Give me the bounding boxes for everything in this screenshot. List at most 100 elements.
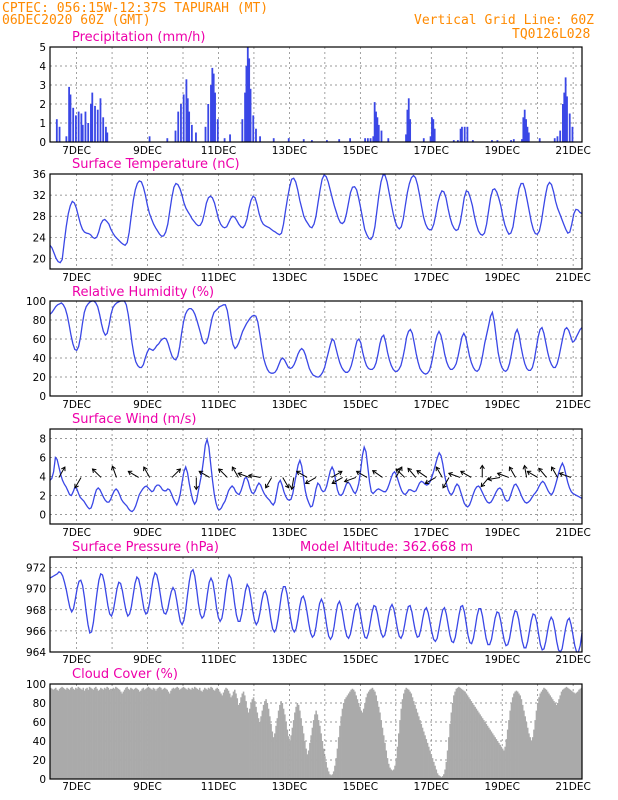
pressure-ytick-label: 964 bbox=[26, 647, 46, 659]
wind-arrow bbox=[231, 466, 239, 478]
pressure-frame bbox=[49, 556, 583, 653]
cloud-bar bbox=[575, 692, 578, 779]
precip-bar bbox=[177, 111, 180, 142]
cloud-bar bbox=[476, 710, 479, 779]
cloud-bar bbox=[85, 688, 87, 779]
cloud-bar bbox=[337, 737, 340, 779]
cloud-bar bbox=[170, 690, 172, 779]
wind-arrow bbox=[435, 466, 443, 478]
wind-xtick-label: 17DEC bbox=[414, 527, 449, 539]
cloud-bar bbox=[249, 708, 251, 779]
pressure-xtick-label: 15DEC bbox=[343, 654, 378, 666]
humidity-xtick-label: 11DEC bbox=[201, 399, 236, 411]
wind-frame bbox=[49, 428, 583, 525]
wind-arrow bbox=[171, 468, 181, 478]
cloud-bar bbox=[223, 689, 226, 779]
cloud-bar bbox=[503, 750, 505, 779]
cloud-bar bbox=[473, 704, 475, 779]
cloud-bar bbox=[445, 761, 448, 779]
precip-bar bbox=[287, 138, 290, 142]
cloud-bar bbox=[177, 687, 180, 779]
cloud-bar bbox=[55, 687, 57, 779]
precip-bar bbox=[248, 58, 251, 142]
precip-bar bbox=[377, 124, 380, 142]
pressure-xtick-label: 19DEC bbox=[484, 654, 519, 666]
cloud-bar bbox=[82, 687, 85, 779]
cloud-bar bbox=[454, 691, 456, 779]
precip-bar bbox=[461, 126, 463, 142]
wind-arrow-head bbox=[265, 483, 270, 489]
humidity-xtick-label: 15DEC bbox=[343, 399, 378, 411]
precip-bar bbox=[174, 130, 177, 142]
cloud-bar bbox=[70, 687, 72, 779]
cloud-bar bbox=[411, 697, 414, 779]
cloud-bar bbox=[73, 689, 76, 779]
cloud-bar bbox=[394, 765, 396, 779]
precip-bar bbox=[229, 134, 231, 142]
cloud-bar bbox=[335, 758, 337, 779]
cloud-bar bbox=[166, 689, 168, 779]
cloud-bar bbox=[372, 689, 375, 779]
cloud-bar bbox=[299, 710, 301, 779]
temperature-xtick-label: 19DEC bbox=[484, 272, 519, 284]
cloud-bar bbox=[504, 746, 506, 779]
wind-arrow-head bbox=[355, 470, 361, 476]
cloud-bar bbox=[231, 695, 234, 779]
precip-bar bbox=[405, 134, 407, 142]
cloud-bar bbox=[500, 746, 503, 779]
cloud-bar bbox=[356, 699, 359, 779]
cloud-bar bbox=[550, 697, 553, 779]
cloud-bar bbox=[541, 689, 544, 779]
cloud-bar bbox=[162, 688, 165, 779]
cloud-bar bbox=[395, 758, 398, 779]
cloud-bar bbox=[505, 739, 508, 779]
cloud-bar bbox=[197, 689, 200, 779]
precip-bar bbox=[259, 136, 261, 142]
cloud-bar bbox=[213, 690, 216, 779]
cloud-bar bbox=[221, 695, 224, 779]
precip-bar bbox=[204, 126, 207, 142]
cloud-bar bbox=[200, 690, 202, 779]
cloud-bar bbox=[389, 767, 391, 779]
precip-bar bbox=[244, 92, 246, 142]
cloud-bar bbox=[143, 689, 146, 779]
cloud-bar bbox=[100, 687, 102, 779]
cloud-bar bbox=[310, 735, 312, 779]
precip-bar bbox=[459, 128, 462, 142]
cloud-bar bbox=[56, 689, 58, 779]
pressure-ytick-label: 966 bbox=[26, 626, 46, 638]
cloud-bar bbox=[574, 693, 577, 779]
precip-bar bbox=[249, 88, 252, 142]
wind-arrow-head bbox=[231, 466, 237, 472]
cloud-ytick-label: 40 bbox=[33, 736, 46, 748]
temperature-ytick-label: 36 bbox=[33, 169, 47, 181]
cloud-bar bbox=[369, 689, 371, 779]
cloud-bar bbox=[88, 686, 91, 779]
cloud-bar bbox=[489, 729, 491, 779]
temperature-xtick-label: 21DEC bbox=[555, 272, 590, 284]
cloud-bar bbox=[57, 690, 60, 779]
cloud-bar bbox=[433, 761, 435, 779]
precipitation-xtick-label: 11DEC bbox=[201, 145, 236, 157]
cloud-bar bbox=[438, 775, 440, 779]
cloud-bar bbox=[133, 688, 136, 779]
cloud-bar bbox=[140, 690, 142, 779]
cloud-bar bbox=[294, 712, 296, 779]
precip-bar bbox=[182, 94, 185, 142]
cloud-bar bbox=[211, 687, 214, 779]
precip-bar bbox=[387, 138, 390, 142]
precip-bar bbox=[466, 126, 469, 142]
station-header: CPTEC: 056:15W-12:37S TAPURAH (MT) bbox=[2, 1, 268, 16]
cloud-bar bbox=[185, 688, 187, 779]
cloud-bar bbox=[539, 693, 541, 779]
cloud-bar bbox=[205, 688, 207, 779]
temperature-ytick-label: 24 bbox=[33, 232, 47, 244]
precipitation-ytick-label: 3 bbox=[39, 80, 46, 92]
wind-arrow-head bbox=[284, 483, 290, 489]
cloud-bar bbox=[380, 720, 383, 779]
cloud-bar bbox=[225, 687, 227, 779]
cloud-bar bbox=[302, 733, 305, 779]
humidity-ytick-label: 80 bbox=[33, 315, 46, 327]
wind-arrow-head bbox=[526, 470, 532, 476]
